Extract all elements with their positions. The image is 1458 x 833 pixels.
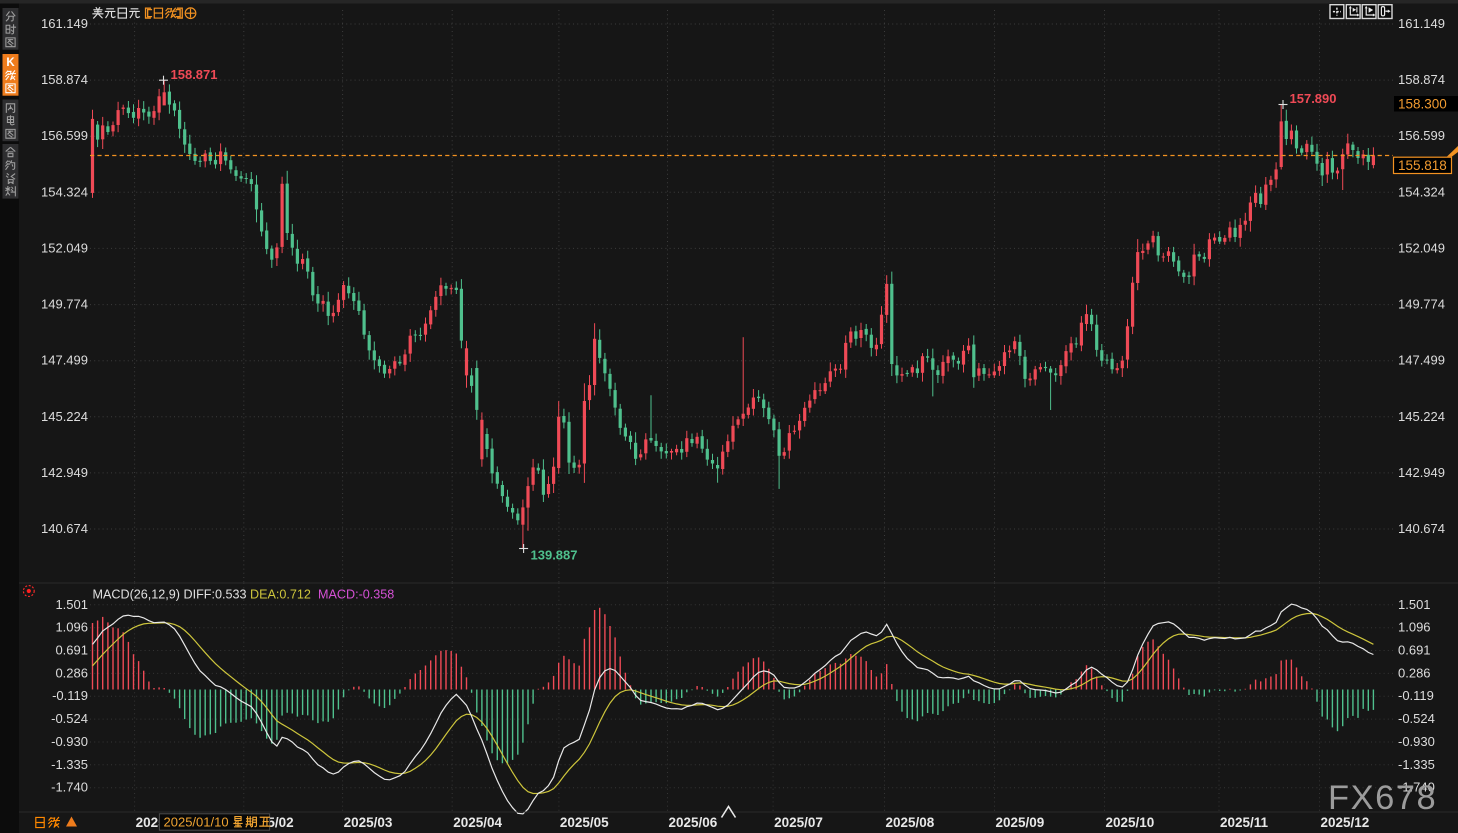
svg-text:142.949: 142.949 (41, 465, 88, 480)
svg-text:K: K (6, 57, 15, 69)
svg-text:DEA:0.712: DEA:0.712 (250, 588, 311, 602)
svg-text:147.499: 147.499 (41, 353, 88, 368)
svg-text:152.049: 152.049 (41, 240, 88, 255)
svg-text:149.774: 149.774 (41, 297, 88, 312)
svg-text:140.674: 140.674 (1398, 521, 1445, 536)
svg-text:1.096: 1.096 (55, 620, 88, 635)
svg-text:-0.524: -0.524 (1398, 711, 1435, 726)
svg-text:158.300: 158.300 (1398, 96, 1447, 111)
svg-text:154.324: 154.324 (1398, 184, 1445, 199)
svg-text:1.501: 1.501 (55, 597, 88, 612)
svg-text:2025/05: 2025/05 (560, 815, 609, 830)
svg-text:2025/09: 2025/09 (996, 815, 1045, 830)
svg-text:2025/08: 2025/08 (886, 815, 935, 830)
svg-text:0.691: 0.691 (1398, 643, 1431, 658)
svg-text:2025/11: 2025/11 (1220, 815, 1269, 830)
svg-text:-1.335: -1.335 (51, 757, 88, 772)
svg-text:154.324: 154.324 (41, 184, 88, 199)
svg-text:-1.740: -1.740 (1398, 780, 1435, 795)
svg-text:MACD:-0.358: MACD:-0.358 (318, 588, 394, 602)
svg-text:1.501: 1.501 (1398, 597, 1431, 612)
svg-text:1.096: 1.096 (1398, 620, 1431, 635)
svg-text:156.599: 156.599 (1398, 128, 1445, 143)
svg-text:MACD(26,12,9) DIFF:0.533: MACD(26,12,9) DIFF:0.533 (93, 588, 247, 602)
svg-text:2025/01/10: 2025/01/10 (164, 814, 229, 829)
svg-text:0.691: 0.691 (55, 643, 88, 658)
svg-text:156.599: 156.599 (41, 128, 88, 143)
svg-text:-0.930: -0.930 (51, 734, 88, 749)
svg-text:157.890: 157.890 (1290, 91, 1337, 106)
svg-text:FX678: FX678 (1328, 779, 1437, 817)
svg-text:139.887: 139.887 (531, 548, 578, 563)
svg-text:-0.524: -0.524 (51, 711, 88, 726)
svg-text:161.149: 161.149 (1398, 16, 1445, 31)
svg-text:158.874: 158.874 (1398, 72, 1445, 87)
svg-text:145.224: 145.224 (41, 409, 88, 424)
svg-text:-0.930: -0.930 (1398, 734, 1435, 749)
svg-text:152.049: 152.049 (1398, 240, 1445, 255)
svg-text:158.871: 158.871 (171, 67, 218, 82)
svg-text:2025/10: 2025/10 (1106, 815, 1155, 830)
svg-text:-1.335: -1.335 (1398, 757, 1435, 772)
svg-text:147.499: 147.499 (1398, 353, 1445, 368)
svg-text:2025/07: 2025/07 (774, 815, 823, 830)
svg-text:-0.119: -0.119 (1398, 688, 1434, 703)
svg-text:161.149: 161.149 (41, 16, 88, 31)
svg-text:2025/03: 2025/03 (344, 815, 393, 830)
svg-text:0.286: 0.286 (55, 665, 88, 680)
svg-text:2025/06: 2025/06 (669, 815, 718, 830)
svg-text:155.818: 155.818 (1398, 158, 1447, 173)
svg-text:158.874: 158.874 (41, 72, 88, 87)
svg-text:140.674: 140.674 (41, 521, 88, 536)
svg-text:2025/12: 2025/12 (1321, 815, 1370, 830)
svg-text:-1.740: -1.740 (51, 780, 88, 795)
svg-text:-0.119: -0.119 (52, 688, 88, 703)
svg-text:142.949: 142.949 (1398, 465, 1445, 480)
svg-text:2025/04: 2025/04 (453, 815, 502, 830)
svg-text:149.774: 149.774 (1398, 297, 1445, 312)
svg-text:0.286: 0.286 (1398, 665, 1431, 680)
svg-text:145.224: 145.224 (1398, 409, 1445, 424)
